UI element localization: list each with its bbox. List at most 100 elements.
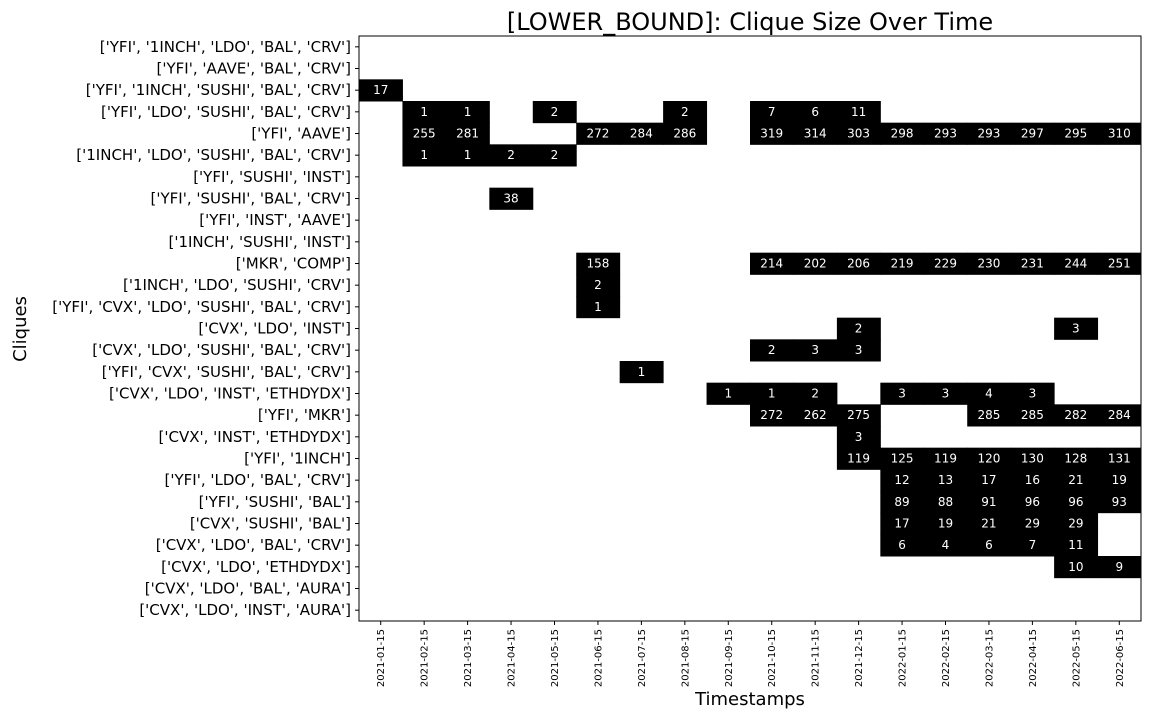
heatmap-cell (445, 101, 490, 124)
y-tick-label: ['CVX', 'LDO', 'BAL', 'AURA'] (145, 580, 351, 598)
y-tick-label: ['YFI', 'LDO', 'SUSHI', 'BAL', 'CRV'] (101, 103, 351, 121)
cell-value-label: 131 (1108, 452, 1131, 466)
x-tick-labels: 2021-01-15 2021-02-15 2021-03-15 2021-04-15… (376, 621, 1126, 687)
heatmap-cell (793, 122, 838, 145)
cell-value-label: 293 (934, 127, 957, 141)
heatmap-cell (967, 469, 1012, 492)
heatmap-cell (880, 469, 925, 492)
heatmap-cell (750, 101, 794, 124)
heatmap-cell (750, 252, 794, 275)
cell-value-label: 89 (894, 495, 909, 509)
cell-value-label: 1 (420, 105, 428, 119)
heatmap-cell (923, 122, 968, 145)
cell-value-label: 13 (938, 473, 953, 487)
heatmap-cell (967, 404, 1012, 427)
y-tick-label: ['1INCH', 'SUSHI', 'INST'] (168, 233, 351, 251)
cell-value-label: 3 (942, 387, 950, 401)
x-tick-label: 2022-02-15 (941, 629, 952, 687)
heatmap-cell (923, 534, 968, 557)
y-tick-label: ['YFI', 'INST', 'AAVE'] (199, 211, 351, 229)
cell-value-label: 3 (811, 343, 819, 357)
y-axis-label: Cliques (10, 296, 31, 362)
heatmap-cell (706, 382, 751, 405)
heatmap-cell (836, 122, 881, 145)
heatmap-cell (532, 144, 577, 167)
heatmap-cell (1054, 469, 1099, 492)
cell-value-label: 29 (1068, 517, 1083, 531)
cell-value-label: 11 (1068, 538, 1083, 552)
y-tick-label: ['YFI', 'SUSHI', 'INST'] (193, 168, 351, 186)
cell-value-label: 2 (681, 105, 689, 119)
heatmap-cell (1054, 512, 1099, 535)
heatmap-cell (1097, 447, 1142, 470)
x-tick-label: 2021-12-15 (854, 629, 865, 687)
heatmap-cell (750, 382, 794, 405)
heatmap-cell (836, 101, 881, 124)
cell-value-label: 91 (981, 495, 996, 509)
cell-value-label: 293 (977, 127, 1000, 141)
cell-value-label: 285 (1021, 408, 1044, 422)
heatmap-cell (793, 382, 838, 405)
x-tick-label: 2021-10-15 (767, 629, 778, 687)
heatmap-cell (663, 101, 708, 124)
heatmap-cell (1010, 404, 1055, 427)
heatmap-cell (1054, 404, 1099, 427)
cell-value-label: 158 (586, 257, 609, 271)
cell-value-label: 17 (373, 83, 388, 97)
cell-value-label: 96 (1025, 495, 1040, 509)
heatmap-cell (619, 122, 664, 145)
chart-title: [LOWER_BOUND]: Clique Size Over Time (507, 8, 993, 36)
cell-value-label: 214 (760, 257, 783, 271)
x-tick-label: 2022-01-15 (898, 629, 909, 687)
heatmap-cell (1097, 252, 1142, 275)
heatmap-cell (445, 144, 490, 167)
heatmap-cell (1054, 491, 1099, 514)
x-tick-label: 2021-01-15 (376, 629, 387, 687)
cell-value-label: 1 (724, 387, 732, 401)
heatmap-cell (1010, 252, 1055, 275)
cell-value-label: 272 (586, 127, 609, 141)
heatmap-cell (750, 122, 794, 145)
cell-value-label: 96 (1068, 495, 1083, 509)
heatmap-cell (967, 382, 1012, 405)
cell-value-label: 11 (851, 105, 866, 119)
heatmap-cell (923, 382, 968, 405)
cell-value-label: 281 (456, 127, 479, 141)
y-tick-label: ['YFI', '1INCH', 'SUSHI', 'BAL', 'CRV'] (86, 81, 351, 99)
cell-value-label: 130 (1021, 452, 1044, 466)
heatmap-cell (1010, 447, 1055, 470)
cell-value-label: 29 (1025, 517, 1040, 531)
cell-value-label: 2 (507, 148, 515, 162)
heatmap-cell (750, 339, 794, 362)
heatmap-cell (1010, 491, 1055, 514)
heatmap-cell (489, 187, 534, 210)
heatmap-cell (750, 404, 794, 427)
cell-value-label: 206 (847, 257, 870, 271)
heatmap-cell (663, 122, 708, 145)
x-tick-label: 2021-03-15 (463, 629, 474, 687)
heatmap-cell (967, 447, 1012, 470)
cell-value-label: 1 (464, 105, 472, 119)
heatmap-cell (402, 122, 447, 145)
cell-value-label: 298 (891, 127, 914, 141)
heatmap-cell (880, 122, 925, 145)
y-tick-label: ['YFI', 'AAVE'] (251, 125, 351, 143)
x-axis-label: Timestamps (694, 689, 805, 710)
cell-value-label: 93 (1112, 495, 1127, 509)
heatmap-cell (967, 122, 1012, 145)
heatmap-cell (402, 144, 447, 167)
cell-value-label: 2 (768, 343, 776, 357)
y-tick-label: ['YFI', 'SUSHI', 'BAL'] (199, 493, 351, 511)
heatmap-cell (836, 426, 881, 449)
cell-value-label: 303 (847, 127, 870, 141)
heatmap-cell (967, 534, 1012, 557)
cell-value-label: 7 (768, 105, 776, 119)
y-tick-label: ['CVX', 'SUSHI', 'BAL'] (190, 515, 351, 533)
cell-value-label: 12 (894, 473, 909, 487)
cell-value-label: 1 (464, 148, 472, 162)
cell-value-label: 21 (981, 517, 996, 531)
heatmap-cell (1054, 556, 1099, 579)
cell-value-label: 2 (811, 387, 819, 401)
cell-value-label: 230 (977, 257, 1000, 271)
